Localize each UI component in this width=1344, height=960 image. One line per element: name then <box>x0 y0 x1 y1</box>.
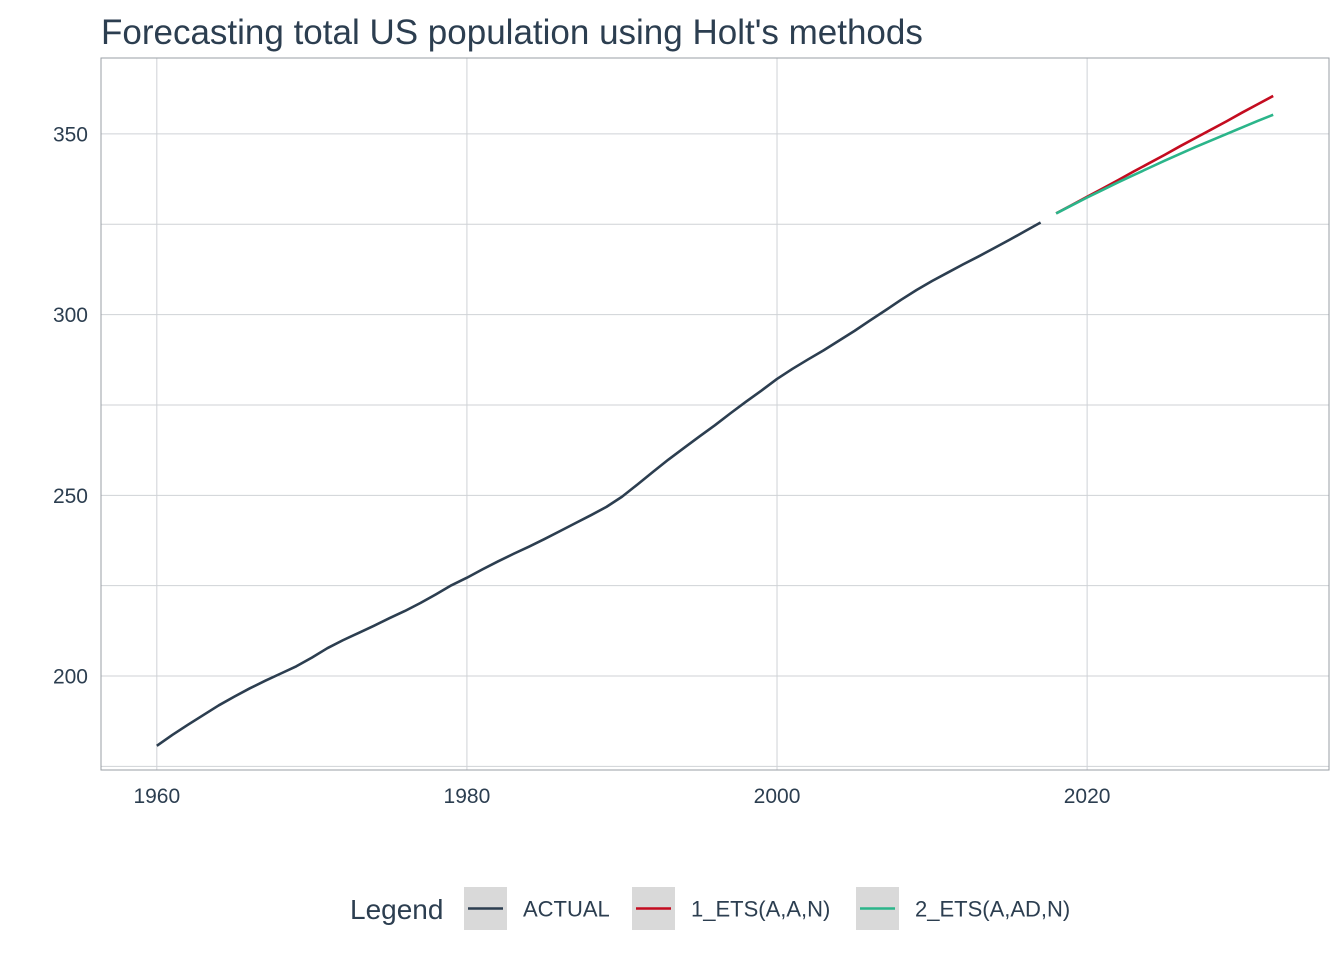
series-lines <box>156 94 1274 747</box>
legend-label: 2_ETS(A,AD,N) <box>915 897 1070 922</box>
series-line-3 <box>1055 113 1274 215</box>
y-tick-label: 250 <box>53 485 88 508</box>
legend: Legend ACTUAL 1_ETS(A,A,N) 2_ETS(A,AD,N) <box>350 887 1070 930</box>
chart-title: Forecasting total US population using Ho… <box>101 13 923 52</box>
x-tick-label: 2020 <box>1064 785 1111 808</box>
legend-label: 1_ETS(A,A,N) <box>691 897 830 922</box>
legend-label: ACTUAL <box>523 897 610 922</box>
y-tick-label: 350 <box>53 123 88 146</box>
x-tick-label: 2000 <box>754 785 801 808</box>
plot-panel-border <box>100 57 1330 771</box>
legend-items: ACTUAL 1_ETS(A,A,N) 2_ETS(A,AD,N) <box>464 887 1070 930</box>
legend-title: Legend <box>350 894 443 925</box>
x-tick-label: 1960 <box>133 785 180 808</box>
axis-ticks: 1960 1980 2000 2020 200 250 300 350 <box>53 123 1111 808</box>
x-tick-label: 1980 <box>444 785 491 808</box>
gridlines <box>101 58 1329 770</box>
series-line-1 <box>156 221 1042 747</box>
y-tick-label: 300 <box>53 304 88 327</box>
y-tick-label: 200 <box>53 666 88 689</box>
